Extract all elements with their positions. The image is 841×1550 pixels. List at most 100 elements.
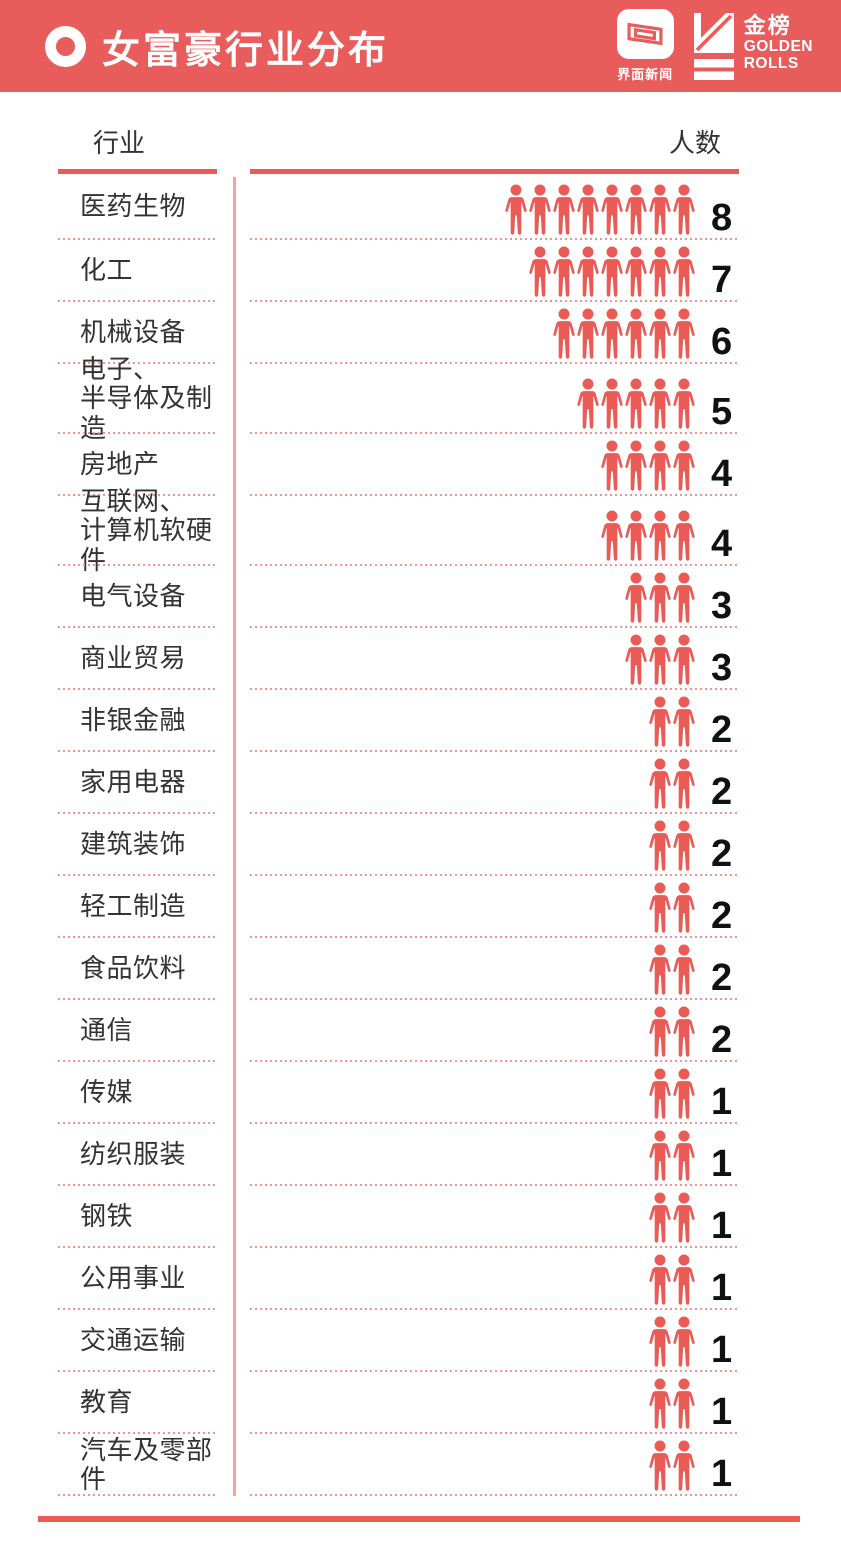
- count-column-header: 人数: [668, 128, 721, 158]
- person-icon: [601, 184, 623, 235]
- industry-header-rule: [58, 169, 217, 174]
- person-icon: [649, 308, 671, 359]
- row-chart-cell: 2: [250, 814, 739, 876]
- column-divider-gap: [217, 566, 250, 628]
- person-icon: [649, 1006, 671, 1057]
- person-icon: [673, 246, 695, 297]
- count-value: 2: [711, 708, 733, 751]
- industry-label: 通信: [58, 1000, 217, 1062]
- table-row: 电气设备 3: [0, 566, 841, 628]
- person-icon: [601, 308, 623, 359]
- icon-group: [553, 308, 695, 360]
- row-chart-cell: 2: [250, 690, 739, 752]
- person-icon: [673, 1254, 695, 1305]
- industry-label: 非银金融: [58, 690, 217, 752]
- icon-group: [649, 944, 695, 996]
- golden-rolls-en-1: GOLDEN: [743, 37, 813, 55]
- column-divider-gap: [217, 1000, 250, 1062]
- count-value: 2: [711, 832, 733, 875]
- person-icon: [601, 440, 623, 491]
- person-icon: [649, 510, 671, 561]
- person-icon: [649, 1440, 671, 1491]
- person-icon: [625, 634, 647, 685]
- icon-group: [577, 378, 695, 430]
- row-chart-cell: 5: [250, 364, 739, 434]
- person-icon: [649, 1192, 671, 1243]
- person-icon: [577, 246, 599, 297]
- person-icon: [529, 184, 551, 235]
- count-value: 4: [711, 522, 733, 565]
- column-divider-gap: [217, 752, 250, 814]
- person-icon: [673, 1378, 695, 1429]
- person-icon: [577, 378, 599, 429]
- person-icon: [673, 1130, 695, 1181]
- jiemian-news-icon: [616, 9, 674, 59]
- person-icon: [673, 1316, 695, 1367]
- icon-group: [649, 1316, 695, 1368]
- industry-label: 机械设备: [58, 302, 217, 364]
- icon-group: [529, 246, 695, 298]
- column-divider-gap: [217, 1124, 250, 1186]
- icon-group: [625, 634, 695, 686]
- column-divider-gap: [217, 814, 250, 876]
- rows: 医药生物 8 化工: [0, 174, 841, 1496]
- column-divider-gap: [217, 1434, 250, 1496]
- person-icon: [673, 1440, 695, 1491]
- count-header-rule: [250, 169, 739, 174]
- ring-icon: [45, 25, 86, 67]
- industry-label: 轻工制造: [58, 876, 217, 938]
- page-title: 女富豪行业分布: [102, 29, 390, 72]
- column-divider-gap: [217, 1248, 250, 1310]
- column-divider-gap: [217, 1372, 250, 1434]
- table-row: 教育 1: [0, 1372, 841, 1434]
- industry-label: 电气设备: [58, 566, 217, 628]
- person-icon: [577, 184, 599, 235]
- person-icon: [625, 440, 647, 491]
- person-icon: [505, 184, 527, 235]
- person-icon: [553, 184, 575, 235]
- person-icon: [625, 308, 647, 359]
- count-value: 1: [711, 1266, 733, 1309]
- count-value: 1: [711, 1080, 733, 1123]
- industry-label: 互联网、 计算机软硬件: [58, 487, 217, 574]
- person-icon: [649, 1254, 671, 1305]
- industry-column-header: 行业: [93, 128, 146, 158]
- person-icon: [625, 572, 647, 623]
- person-icon: [673, 758, 695, 809]
- icon-group: [649, 820, 695, 872]
- row-chart-cell: 1: [250, 1124, 739, 1186]
- person-icon: [649, 184, 671, 235]
- industry-label: 化工: [58, 240, 217, 302]
- person-icon: [625, 378, 647, 429]
- row-chart-cell: 1: [250, 1372, 739, 1434]
- count-value: 4: [711, 452, 733, 495]
- table-row: 医药生物 8: [0, 174, 841, 240]
- column-divider-gap: [217, 434, 250, 496]
- brand-logos: 界面新闻 金榜 GOLDEN ROLLS: [616, 9, 813, 83]
- person-icon: [673, 820, 695, 871]
- row-chart-cell: 1: [250, 1062, 739, 1124]
- header-rules: [0, 169, 841, 174]
- person-icon: [673, 184, 695, 235]
- count-value: 8: [711, 196, 733, 239]
- person-icon: [601, 246, 623, 297]
- golden-rolls-wordmark: 金榜 GOLDEN ROLLS: [744, 13, 813, 73]
- person-icon: [553, 246, 575, 297]
- table-row: 建筑装饰 2: [0, 814, 841, 876]
- icon-group: [649, 1378, 695, 1430]
- count-value: 1: [711, 1452, 733, 1495]
- row-chart-cell: 7: [250, 240, 739, 302]
- table-row: 电子、 半导体及制造 5: [0, 355, 841, 442]
- count-value: 3: [711, 646, 733, 689]
- icon-group: [601, 510, 695, 562]
- golden-rolls-logo: 金榜 GOLDEN ROLLS: [693, 12, 813, 80]
- table-row: 互联网、 计算机软硬件 4: [0, 487, 841, 574]
- row-chart-cell: 1: [250, 1310, 739, 1372]
- person-icon: [673, 572, 695, 623]
- icon-group: [601, 440, 695, 492]
- row-chart-cell: 3: [250, 566, 739, 628]
- industry-label: 建筑装饰: [58, 814, 217, 876]
- row-chart-cell: 4: [250, 496, 739, 566]
- person-icon: [673, 308, 695, 359]
